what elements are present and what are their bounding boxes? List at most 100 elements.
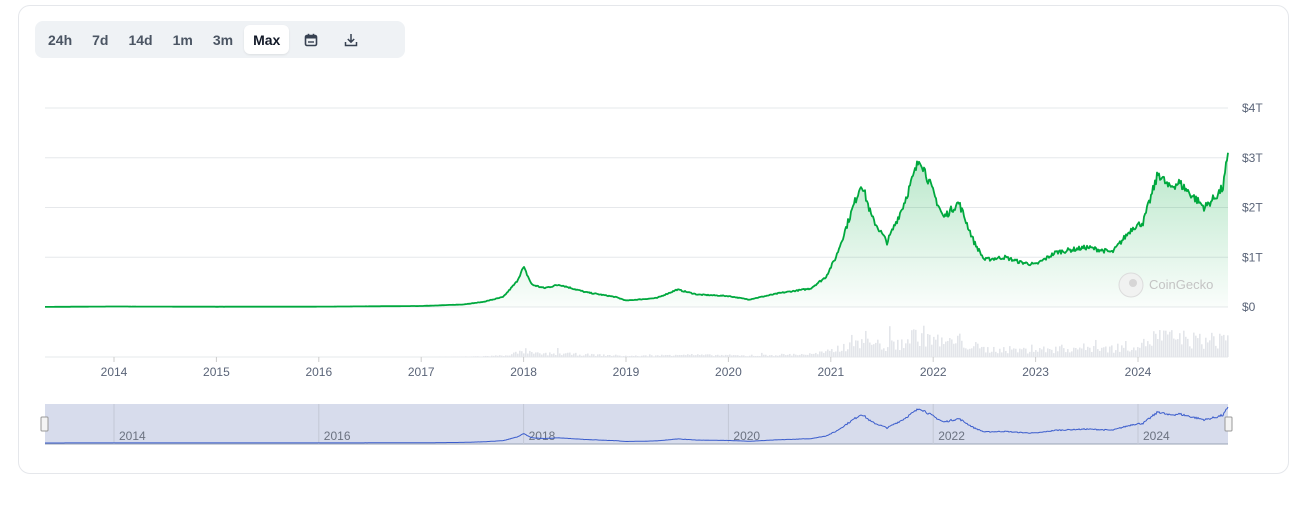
volume-bar [743, 355, 745, 357]
volume-bar [1205, 337, 1207, 357]
volume-bar [1107, 352, 1109, 357]
x-tick-label: 2016 [305, 365, 332, 379]
volume-bar [513, 352, 515, 357]
volume-bar [607, 355, 609, 357]
y-tick-label: $2T [1242, 201, 1263, 215]
range-3m-button[interactable]: 3m [212, 31, 234, 48]
range-navigator[interactable]: 2014 2016 2018 2020 2022 2024 [40, 404, 1233, 445]
volume-bar [1037, 351, 1039, 357]
volume-bar [829, 350, 831, 357]
volume-bar [867, 338, 869, 357]
volume-bar [577, 355, 579, 357]
watermark-text: CoinGecko [1149, 277, 1213, 292]
volume-bar [721, 354, 723, 357]
volume-bar [523, 353, 525, 357]
navigator-tick-label: 2016 [324, 429, 351, 443]
volume-bar [641, 355, 643, 357]
volume-bar [593, 354, 595, 357]
download-button[interactable] [335, 25, 367, 54]
volume-bar [921, 333, 923, 357]
volume-bar [1145, 346, 1147, 357]
volume-bar [597, 354, 599, 357]
volume-bar [561, 355, 563, 357]
volume-bar [967, 349, 969, 357]
navigator-right-handle[interactable] [1224, 416, 1233, 432]
volume-bar [999, 348, 1001, 357]
volume-bar [989, 352, 991, 357]
volume-bar [727, 355, 729, 357]
x-tick-label: 2014 [101, 365, 128, 379]
volume-bar [893, 341, 895, 357]
range-1m-button[interactable]: 1m [172, 31, 193, 48]
range-max-button[interactable]: Max [244, 25, 290, 54]
volume-bar [853, 346, 855, 357]
volume-bar [1089, 347, 1091, 357]
volume-bar [755, 355, 757, 357]
range-24h-button[interactable]: 24h [48, 31, 73, 48]
volume-bar [737, 355, 739, 357]
download-icon [345, 33, 358, 46]
volume-bar [777, 355, 779, 357]
volume-bar [531, 352, 533, 357]
market-cap-line [45, 152, 1229, 308]
volume-bar [1071, 351, 1073, 357]
volume-bar [1143, 338, 1145, 357]
volume-bar [473, 356, 475, 357]
volume-bar [1123, 347, 1125, 357]
volume-bar [937, 334, 939, 357]
range-14d-button[interactable]: 14d [128, 31, 153, 48]
volume-bar [783, 354, 785, 357]
volume-bar [599, 354, 601, 357]
volume-bar [987, 347, 989, 357]
volume-bar [1003, 347, 1005, 357]
volume-bar [505, 355, 507, 357]
navigator-left-handle[interactable] [40, 416, 49, 432]
volume-bar [931, 344, 933, 357]
volume-bar [901, 339, 903, 357]
volume-bar [669, 354, 671, 357]
volume-bar [965, 348, 967, 357]
volume-bar [581, 355, 583, 357]
volume-bar [529, 350, 531, 357]
volume-bar [1127, 350, 1129, 357]
y-tick-label: $4T [1242, 101, 1263, 115]
volume-bar [1149, 344, 1151, 357]
volume-bar [997, 353, 999, 357]
volume-bar [1141, 342, 1143, 357]
navigator-tick-label: 2020 [733, 429, 760, 443]
volume-bar [933, 336, 935, 357]
volume-bar [683, 354, 685, 357]
range-7d-button[interactable]: 7d [92, 31, 109, 48]
volume-bar [1187, 338, 1189, 357]
volume-bar [1029, 351, 1031, 357]
volume-bar [511, 354, 513, 357]
volume-bar [957, 335, 959, 357]
navigator-selection[interactable] [45, 404, 1228, 444]
volume-bar [507, 355, 509, 357]
volume-bar [895, 349, 897, 357]
volume-bar [741, 355, 743, 357]
volume-bar [1157, 339, 1159, 357]
volume-bar [831, 349, 833, 357]
volume-bar [1115, 350, 1117, 357]
volume-bar [659, 355, 661, 357]
volume-bar [847, 349, 849, 357]
volume-bar [789, 353, 791, 357]
volume-bar [1093, 346, 1095, 357]
volume-bar [1079, 347, 1081, 357]
volume-bar [691, 353, 693, 357]
volume-bar [1211, 332, 1213, 357]
volume-bar [905, 343, 907, 357]
volume-bar [779, 355, 781, 357]
volume-bar [713, 356, 715, 357]
volume-bar [1063, 348, 1065, 357]
volume-bar [1119, 351, 1121, 357]
calendar-button[interactable] [295, 25, 327, 54]
volume-bar [661, 354, 663, 357]
volume-bar [835, 351, 837, 357]
y-tick-label: $3T [1242, 151, 1263, 165]
volume-bar [681, 354, 683, 357]
volume-bar [465, 356, 467, 357]
volume-bar [687, 354, 689, 357]
